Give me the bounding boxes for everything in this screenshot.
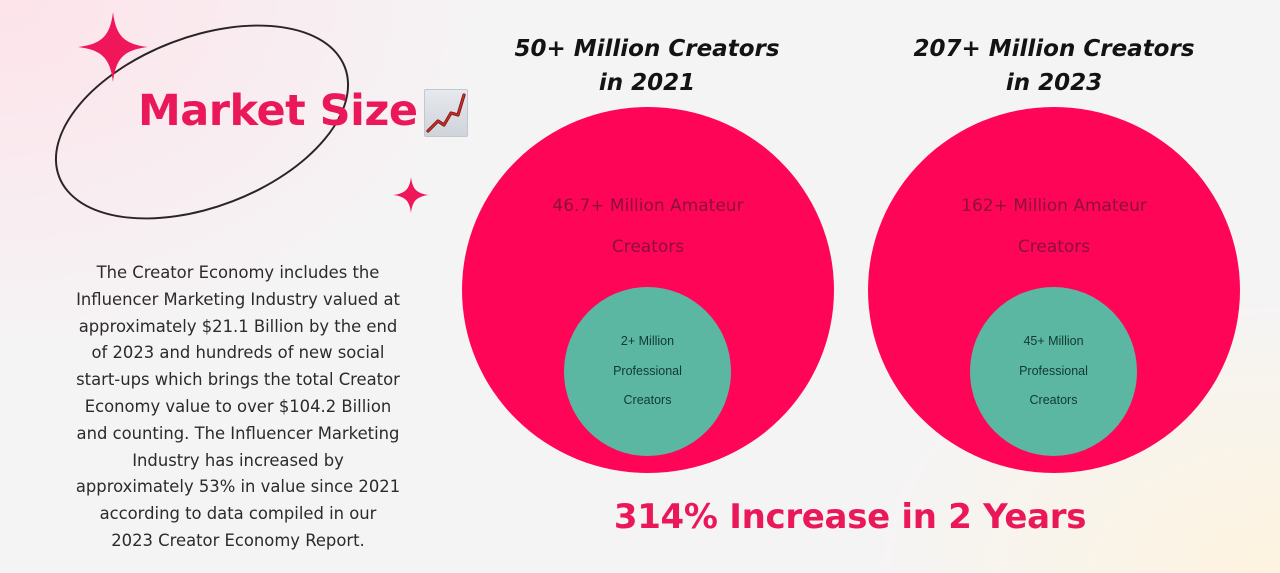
professional-label-2023: 45+ Million Professional Creators	[1019, 327, 1088, 416]
professional-count-2021: 2+ Million	[620, 334, 675, 349]
professional-circle-2023: 45+ Million Professional Creators	[970, 287, 1137, 456]
intro-line: approximately 53% in value since 2021	[75, 477, 401, 497]
professional-caption-2021-b: Creators	[623, 393, 672, 408]
sparkle-icon-small	[393, 177, 429, 213]
professional-label-2021: 2+ Million Professional Creators	[613, 327, 682, 416]
intro-line: and counting. The Influencer Marketing	[76, 423, 400, 443]
intro-line: of 2023 and hundreds of new social	[91, 343, 385, 363]
amateur-count-2023: 162+ Million Amateur	[961, 196, 1147, 216]
growth-headline: 314% Increase in 2 Years	[613, 497, 1087, 537]
amateur-label-2021: 46.7+ Million Amateur Creators	[498, 186, 798, 268]
amateur-label-2023: 162+ Million Amateur Creators	[904, 186, 1204, 268]
professional-caption-2023-b: Creators	[1029, 393, 1078, 408]
amateur-caption-2021: Creators	[611, 237, 685, 257]
intro-line: The Creator Economy includes the	[96, 263, 380, 282]
intro-line: Influencer Marketing Industry valued at	[76, 289, 400, 309]
professional-circle-2021: 2+ Million Professional Creators	[564, 287, 731, 456]
professional-caption-2023: Professional	[1019, 363, 1088, 378]
chart-increasing-icon	[424, 89, 468, 137]
intro-paragraph: The Creator Economy includes the Influen…	[48, 260, 428, 555]
intro-line: start-ups which brings the total Creator	[76, 370, 400, 390]
professional-caption-2021: Professional	[613, 363, 682, 378]
page-title: Market Size	[138, 86, 418, 136]
heading-2021-line1: 50+ Million Creators	[514, 36, 780, 62]
intro-line: 2023 Creator Economy Report.	[111, 530, 365, 550]
intro-line: approximately $21.1 Billion by the end	[78, 316, 398, 336]
heading-2021: 50+ Million Creators in 2021	[447, 32, 847, 100]
intro-line: Industry has increased by	[132, 450, 344, 470]
heading-2023-line1: 207+ Million Creators	[913, 36, 1195, 62]
intro-line: Economy value to over $104.2 Billion	[84, 396, 392, 416]
heading-2023: 207+ Million Creators in 2023	[854, 32, 1254, 100]
intro-line: according to data compiled in our	[99, 504, 377, 524]
amateur-count-2021: 46.7+ Million Amateur	[552, 196, 744, 216]
amateur-caption-2023: Creators	[1017, 237, 1091, 257]
heading-2023-line2: in 2023	[1005, 70, 1103, 96]
professional-count-2023: 45+ Million	[1023, 334, 1084, 349]
heading-2021-line2: in 2021	[598, 70, 696, 96]
sparkle-icon-large	[78, 12, 148, 82]
